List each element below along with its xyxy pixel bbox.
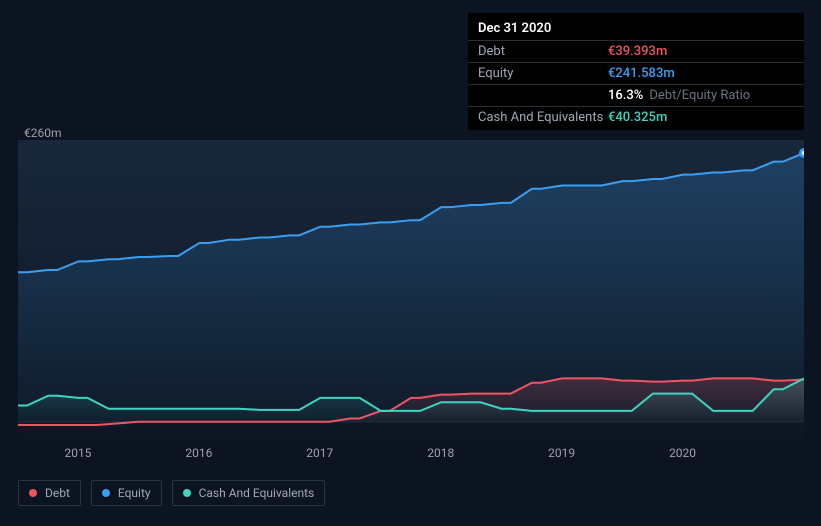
tooltip-date: Dec 31 2020	[468, 19, 804, 40]
legend-item[interactable]: Debt	[18, 480, 81, 506]
legend-item-label: Cash And Equivalents	[199, 486, 315, 500]
x-axis-tick-label: 2019	[548, 446, 575, 460]
tooltip-row: 16.3% Debt/Equity Ratio	[468, 84, 804, 106]
chart-tooltip: Dec 31 2020 Debt€39.393mEquity€241.583m1…	[468, 13, 804, 130]
tooltip-row-label: Equity	[478, 66, 608, 81]
legend-dot-icon	[102, 489, 110, 497]
tooltip-row-sublabel: Debt/Equity Ratio	[649, 88, 750, 103]
tooltip-row: Debt€39.393m	[468, 40, 804, 62]
x-axis-tick-label: 2017	[306, 446, 333, 460]
chart-plot-area	[18, 140, 804, 438]
legend-item[interactable]: Cash And Equivalents	[172, 480, 326, 506]
tooltip-row: Cash And Equivalents€40.325m	[468, 106, 804, 128]
legend-item[interactable]: Equity	[91, 480, 162, 506]
tooltip-row-label: Debt	[478, 44, 608, 59]
x-axis-tick-label: 2018	[427, 446, 454, 460]
legend-dot-icon	[183, 489, 191, 497]
tooltip-row-value: €241.583m	[608, 66, 675, 81]
x-axis-tick-label: 2020	[669, 446, 696, 460]
x-axis-tick-label: 2016	[185, 446, 212, 460]
chart-legend: Debt Equity Cash And Equivalents	[18, 480, 325, 506]
x-axis-tick-label: 2015	[64, 446, 91, 460]
tooltip-row-value: €40.325m	[608, 110, 667, 125]
legend-item-label: Equity	[118, 486, 151, 500]
tooltip-row-label	[478, 88, 608, 103]
y-axis-tick-label: €260m	[24, 126, 62, 140]
tooltip-row: Equity€241.583m	[468, 62, 804, 84]
tooltip-row-value: €39.393m	[608, 44, 667, 59]
legend-item-label: Debt	[45, 486, 70, 500]
tooltip-row-value: 16.3%	[608, 88, 643, 103]
tooltip-row-label: Cash And Equivalents	[478, 110, 608, 125]
legend-dot-icon	[29, 489, 37, 497]
